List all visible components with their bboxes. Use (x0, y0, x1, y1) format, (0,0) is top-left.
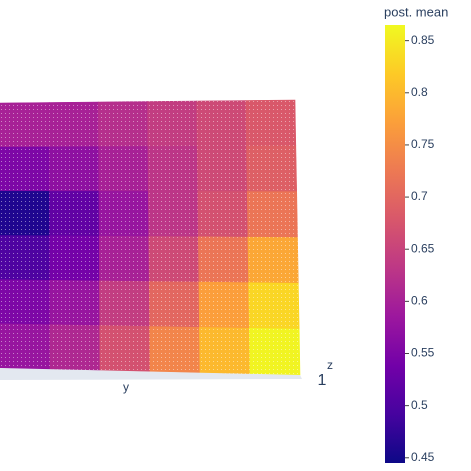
colorbar-tick-label: 0.7 (411, 189, 428, 203)
colorbar-tick-label: 0.65 (411, 241, 435, 255)
colorbar-tick-label: 0.85 (411, 33, 435, 47)
z-tick-label: 1 (318, 372, 327, 389)
colorbar-title: post. mean (384, 4, 448, 19)
colorbar-tick-label: 0.75 (411, 137, 435, 151)
colorbar (385, 25, 405, 463)
colorbar-tick-label: 0.8 (411, 85, 428, 99)
colorbar-tick-label: 0.55 (411, 346, 435, 360)
colorbar-tick-label: 0.5 (411, 398, 428, 412)
z-axis-title: z (327, 358, 333, 372)
colorbar-tick-label: 0.6 (411, 294, 428, 308)
axis-floor (0, 368, 302, 380)
surface-texture (0, 100, 300, 375)
surface (0, 99, 301, 376)
colorbar-tick-label: 0.45 (411, 450, 435, 464)
y-axis-title: y (123, 380, 129, 394)
